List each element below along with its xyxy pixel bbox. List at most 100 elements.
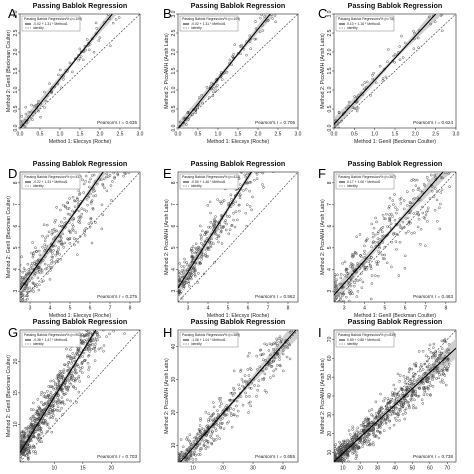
data-point (387, 399, 390, 402)
data-point (334, 304, 336, 306)
data-point (335, 296, 338, 299)
data-point (355, 429, 359, 433)
data-point (242, 189, 245, 192)
data-point (338, 315, 340, 317)
data-point (398, 45, 401, 48)
data-point (22, 453, 25, 457)
data-point (51, 231, 55, 235)
data-point (334, 464, 336, 466)
data-point (189, 451, 193, 454)
data-point (388, 219, 392, 223)
data-point (374, 216, 377, 220)
data-point (194, 111, 198, 115)
data-point (380, 405, 383, 409)
data-point (336, 273, 339, 277)
data-point (73, 205, 77, 209)
data-point (261, 358, 265, 361)
data-point (55, 408, 58, 412)
data-point (212, 90, 215, 94)
data-point (264, 135, 266, 137)
data-point (416, 378, 420, 381)
data-point (75, 196, 79, 200)
data-point (43, 391, 46, 395)
data-point (272, 172, 275, 174)
data-point (397, 50, 400, 54)
data-point (43, 407, 47, 411)
data-point (79, 346, 82, 350)
legend-identity-label: identity (191, 184, 202, 188)
data-point (349, 278, 353, 281)
x-tick-label: 0.0 (175, 132, 182, 138)
data-point (52, 414, 55, 417)
data-point (399, 394, 402, 398)
data-point (375, 422, 379, 426)
data-point (101, 302, 103, 304)
data-point (90, 241, 94, 245)
data-point (352, 254, 356, 258)
data-point (363, 87, 366, 91)
data-point (358, 233, 362, 236)
data-point (41, 403, 45, 407)
data-point (25, 285, 29, 288)
data-point (191, 249, 194, 252)
data-point (265, 367, 268, 371)
data-point (43, 247, 47, 250)
data-point (216, 409, 219, 412)
data-point (207, 420, 210, 423)
data-point (334, 119, 336, 123)
y-tick-label: 50 (327, 374, 333, 380)
data-point (335, 461, 337, 462)
data-point (288, 330, 292, 334)
plot-area (20, 302, 140, 462)
data-point (35, 418, 39, 421)
data-point (402, 400, 406, 404)
data-point (114, 18, 118, 21)
data-point (378, 251, 382, 255)
data-point (278, 335, 282, 339)
data-point (98, 335, 101, 339)
data-point (354, 457, 358, 460)
data-point (178, 452, 180, 456)
data-point (392, 203, 395, 206)
data-point (57, 394, 60, 397)
data-point (262, 378, 266, 381)
data-point (82, 334, 86, 338)
data-point (78, 221, 82, 225)
data-point (265, 343, 269, 347)
data-point (342, 439, 345, 443)
data-point (419, 242, 422, 246)
data-point (105, 335, 108, 338)
data-point (100, 178, 103, 182)
data-point (359, 423, 363, 427)
data-point (362, 436, 366, 440)
data-point (444, 158, 446, 160)
data-point (179, 290, 183, 293)
data-point (244, 175, 248, 179)
y-tick-label: 10 (171, 443, 177, 449)
data-point (198, 442, 202, 446)
panel-letter: G (8, 325, 18, 340)
data-point (87, 172, 91, 174)
data-point (89, 217, 92, 221)
y-axis-label: Method 2: GenII (Beckman Coulter) (6, 196, 12, 278)
data-point (341, 300, 344, 302)
data-point (236, 414, 239, 418)
data-point (93, 349, 97, 353)
data-point (365, 80, 369, 84)
data-point (59, 401, 63, 405)
data-point (276, 140, 278, 142)
data-point (350, 254, 354, 258)
data-point (393, 407, 397, 411)
data-point (347, 104, 351, 108)
data-point (123, 307, 125, 309)
data-point (363, 249, 366, 253)
data-point (378, 238, 382, 241)
data-point (229, 411, 233, 415)
data-point (431, 378, 434, 381)
y-axis-label: Method 2: PicoAMH (Ansh Labs) (320, 358, 326, 434)
data-point (89, 331, 92, 334)
data-point (217, 240, 220, 244)
data-point (21, 300, 25, 302)
regression-line (20, 14, 113, 128)
